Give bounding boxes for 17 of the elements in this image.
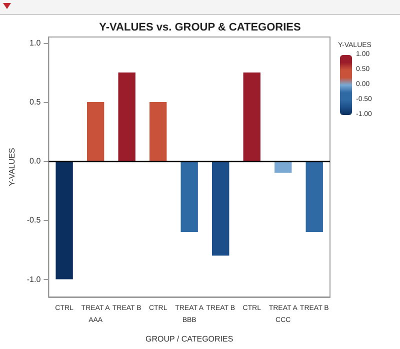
- bar: [274, 161, 292, 173]
- y-tick-label: 0.0: [30, 156, 42, 166]
- bar: [212, 161, 230, 256]
- bar: [306, 161, 323, 232]
- y-tick-label: 1.0: [30, 38, 42, 48]
- bar: [56, 161, 73, 280]
- y-axis-title: Y-VALUES: [8, 148, 16, 186]
- x-axis-title: GROUP / CATEGORIES: [145, 334, 234, 344]
- bar: [149, 102, 167, 162]
- chart-title: Y-VALUES vs. GROUP & CATEGORIES: [99, 22, 301, 34]
- bar: [180, 161, 198, 232]
- bar: [86, 102, 104, 162]
- bar: [118, 72, 136, 162]
- y-tick-label: 0.5: [30, 98, 42, 106]
- y-tick-label: -0.5: [26, 216, 42, 225]
- y-tick-label: -1.0: [26, 274, 42, 284]
- bar: [243, 72, 260, 162]
